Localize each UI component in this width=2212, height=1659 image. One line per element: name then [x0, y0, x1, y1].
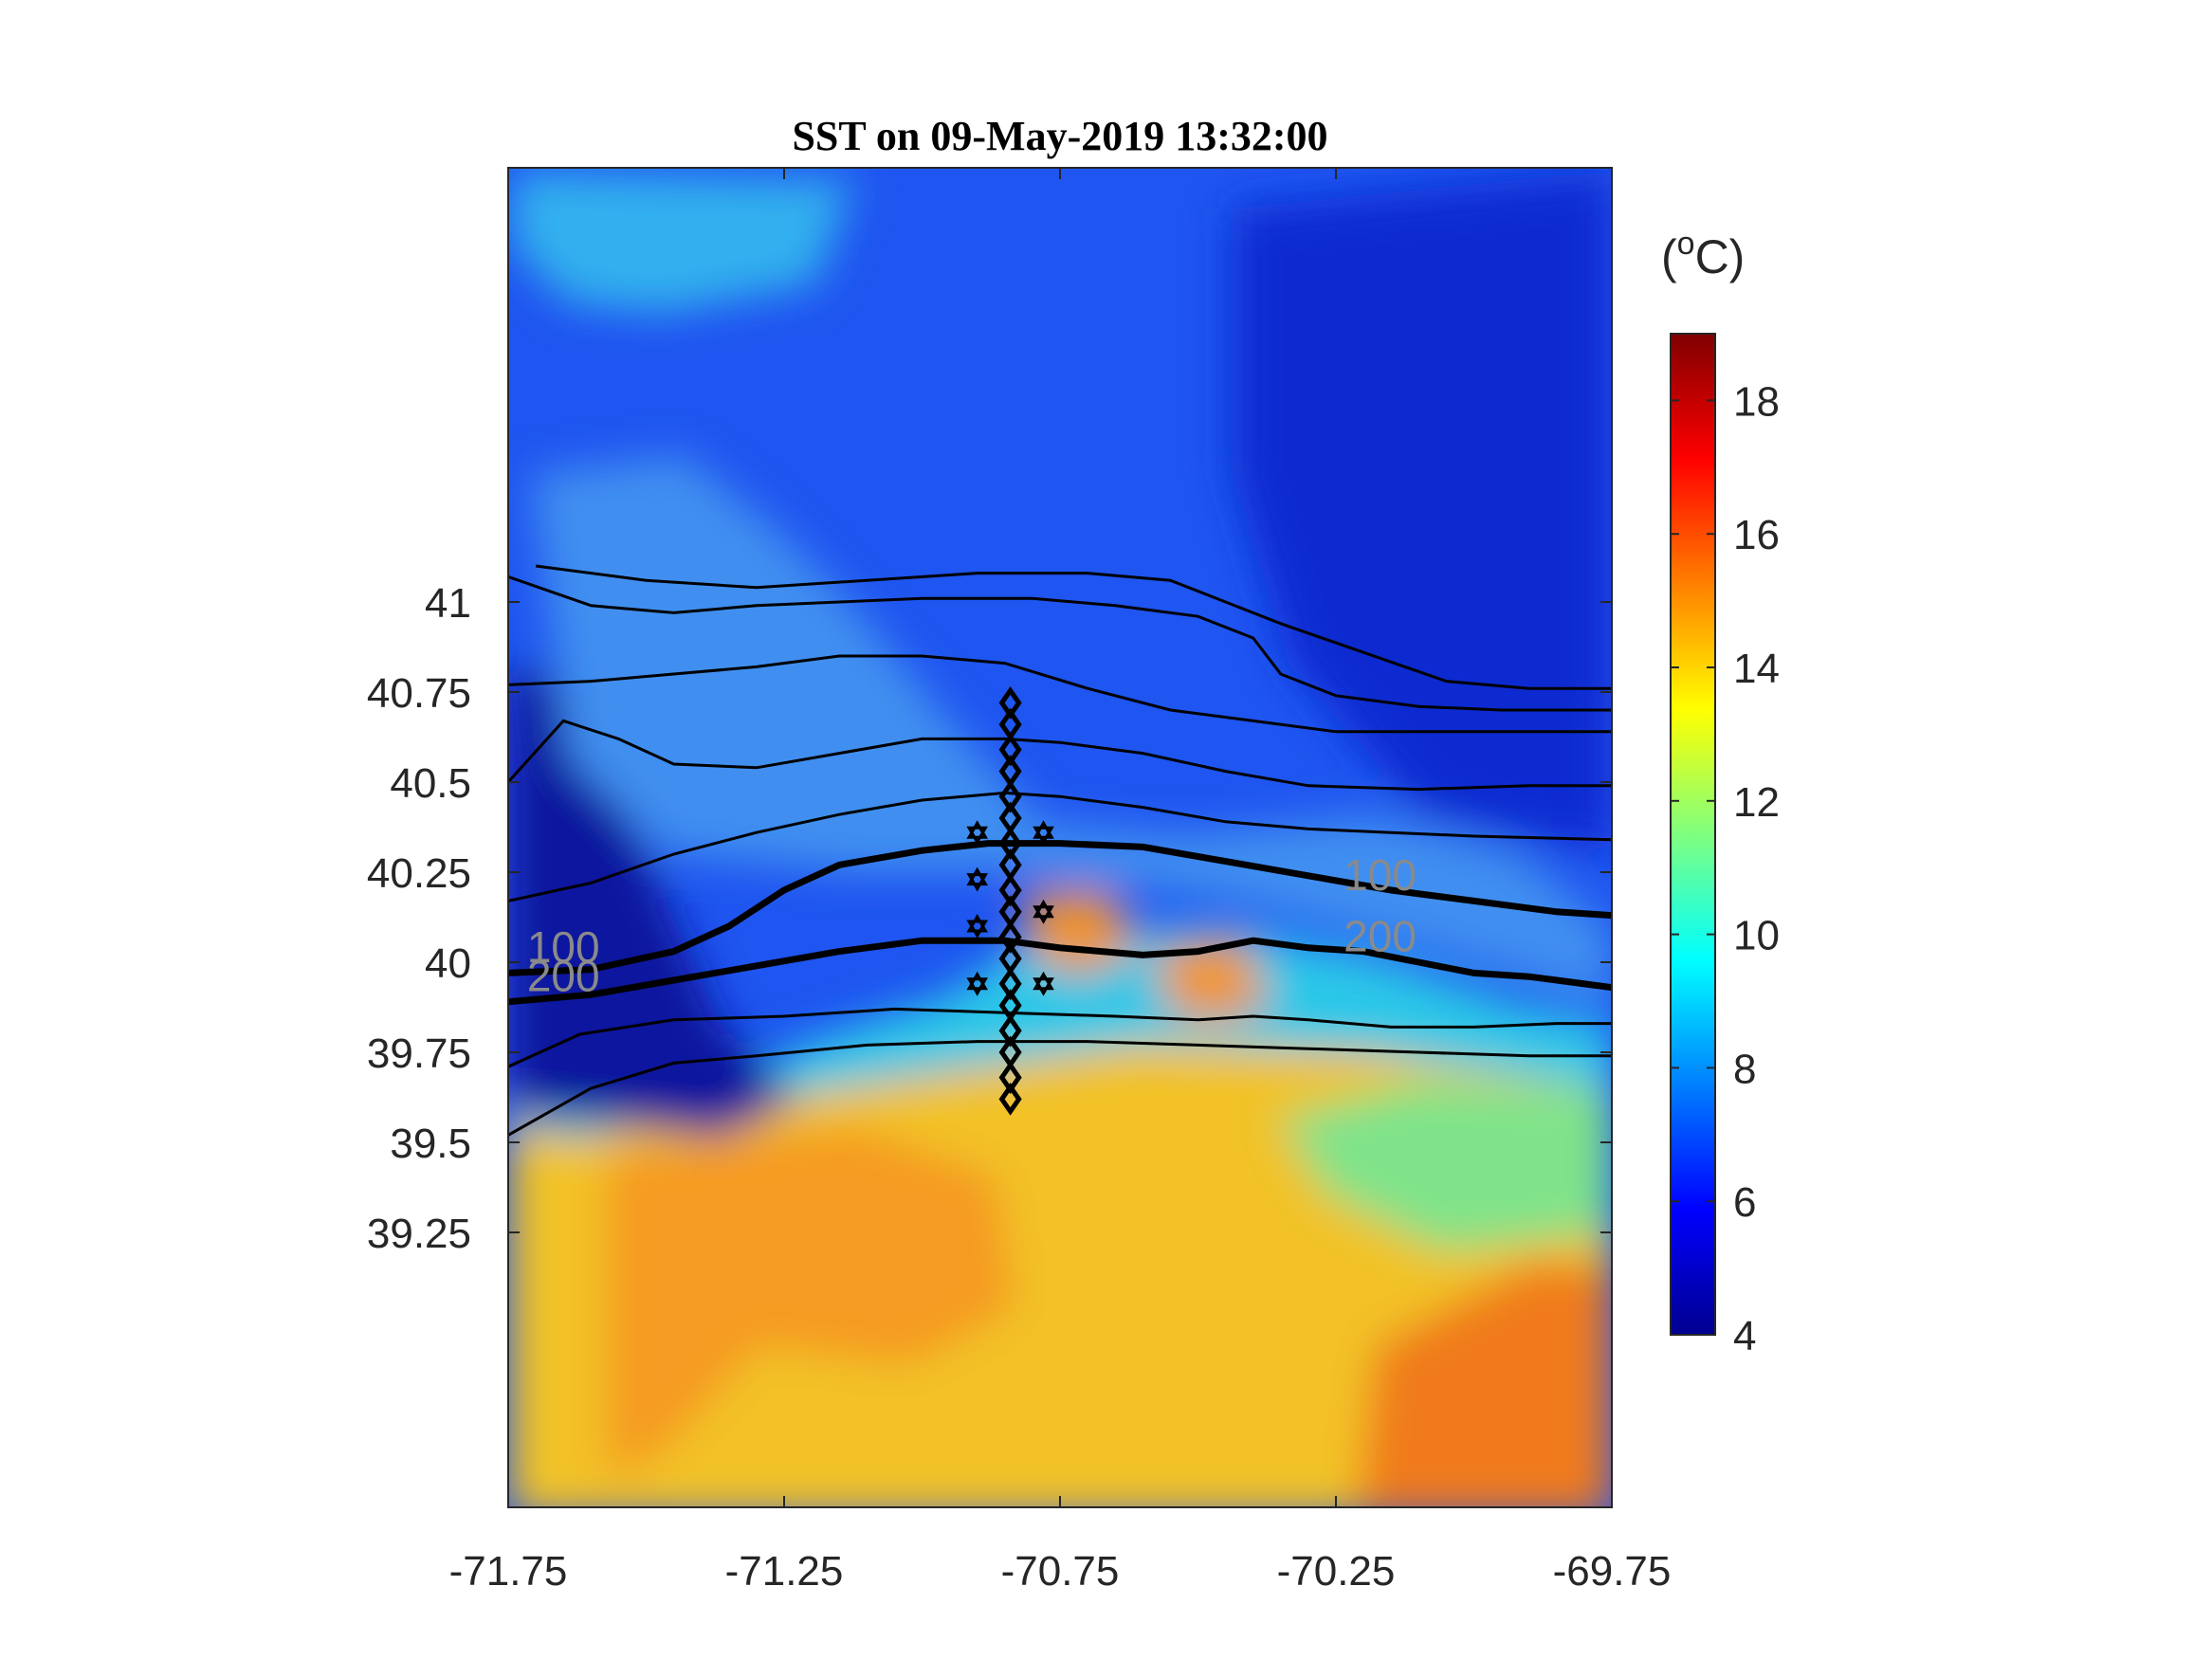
sst-front-cyan — [508, 929, 1612, 1138]
isobath-thin-1 — [508, 1040, 1612, 1137]
cb-tick-label-0: 4 — [1733, 1313, 1756, 1359]
station-star-4 — [966, 914, 989, 939]
y-tick-label-6: 40.75 — [367, 670, 471, 717]
cb-tick-label-2: 8 — [1733, 1046, 1756, 1092]
y-tick-label-0: 39.25 — [367, 1211, 471, 1257]
station-star-1 — [1033, 820, 1054, 846]
sst-orange-patch-4 — [1357, 1261, 1612, 1507]
sst-light-blue-mid — [531, 455, 1612, 1005]
sst-orange-patch-3 — [1157, 939, 1271, 1024]
isobath-100m — [508, 840, 1612, 976]
isobath-thin-0 — [508, 1007, 1612, 1068]
y-tick-label-3: 40 — [425, 940, 471, 987]
station-star-6 — [1033, 971, 1054, 996]
station-star-5 — [966, 971, 989, 996]
isobath-label-1: 200 — [527, 951, 600, 1000]
isobath-thin-3 — [508, 719, 1612, 792]
isobath-thin-4 — [508, 654, 1612, 734]
isobath-label-2: 100 — [1344, 850, 1417, 900]
colorbar — [1670, 333, 1716, 1336]
cb-tick-label-4: 12 — [1733, 779, 1780, 826]
sst-orange-patch-1 — [607, 1128, 1015, 1479]
station-star-0 — [966, 820, 989, 846]
x-tick-label-0: -71.75 — [449, 1548, 568, 1595]
y-tick-label-4: 40.25 — [367, 850, 471, 897]
isobath-thin-2 — [508, 791, 1612, 902]
x-tick-label-1: -71.25 — [725, 1548, 844, 1595]
y-axis: 39.25 39.5 39.75 40 40.25 40.5 40.75 41 — [367, 580, 1612, 1257]
cb-tick-label-5: 14 — [1733, 646, 1780, 692]
station-star-3 — [1033, 899, 1054, 924]
x-tick-label-2: -70.75 — [1001, 1548, 1120, 1595]
sst-cyan-nw — [512, 171, 853, 313]
y-tick-label-1: 39.5 — [390, 1121, 471, 1167]
isobath-label-3: 200 — [1344, 912, 1417, 961]
sst-deep-blue-ne — [1233, 171, 1612, 853]
x-axis: -71.75 -71.25 -70.75 -70.25 -69.75 — [449, 168, 1672, 1595]
chart-title: SST on 09-May-2019 13:32:00 — [792, 113, 1327, 159]
sst-field — [508, 168, 1612, 1507]
sst-deep-blue-west — [508, 664, 796, 1138]
station-star-2 — [966, 866, 989, 892]
station-markers — [966, 686, 1054, 1116]
y-tick-label-2: 39.75 — [367, 1030, 471, 1077]
isobath-thin-5 — [508, 574, 1612, 712]
colorbar-ticks: 4 6 8 10 12 14 16 18 — [1671, 378, 1780, 1359]
isobath-contours — [508, 564, 1612, 1137]
station-diamond-17 — [998, 1083, 1022, 1116]
cb-tick-label-3: 10 — [1733, 913, 1780, 959]
colorbar-unit-label: (oC) — [1661, 226, 1745, 283]
cb-tick-label-6: 16 — [1733, 512, 1780, 558]
isobath-200m — [508, 937, 1612, 1006]
isobath-thin-6 — [535, 564, 1612, 690]
x-tick-label-4: -69.75 — [1553, 1548, 1672, 1595]
isobath-label-0: 100 — [527, 922, 600, 972]
cb-tick-label-1: 6 — [1733, 1179, 1756, 1226]
y-tick-label-5: 40.5 — [390, 760, 471, 807]
cb-tick-label-7: 18 — [1733, 378, 1780, 425]
y-tick-label-7: 41 — [425, 580, 471, 627]
sst-green-patch — [1280, 1081, 1612, 1251]
x-tick-label-3: -70.25 — [1277, 1548, 1396, 1595]
